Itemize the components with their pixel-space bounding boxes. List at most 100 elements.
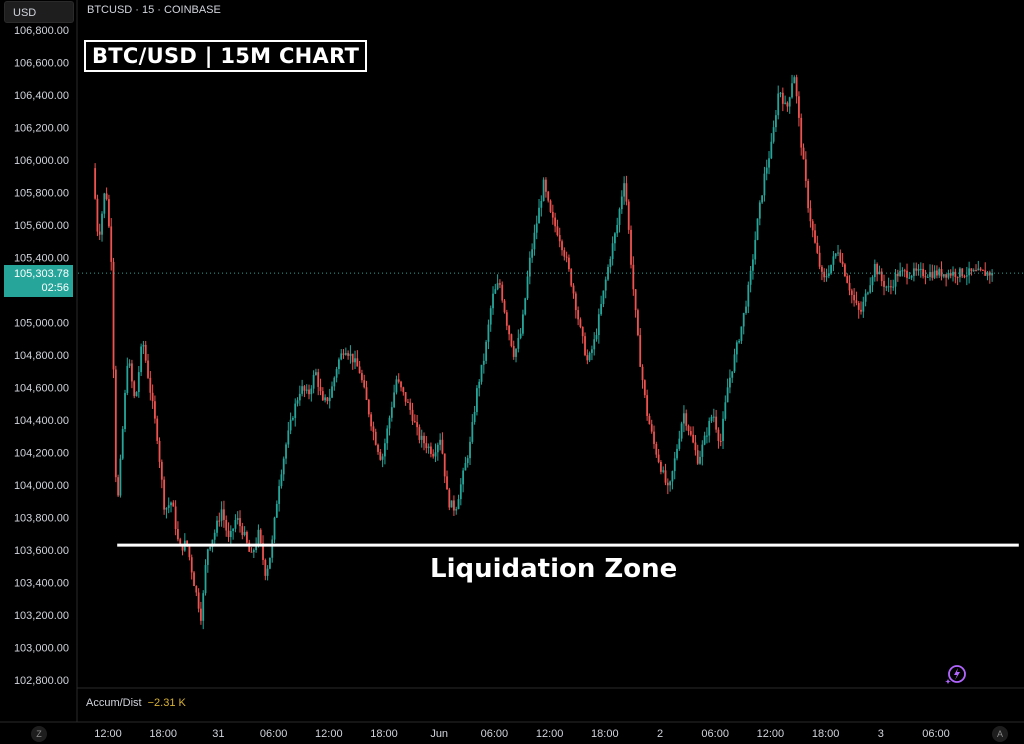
candle: [885, 285, 888, 292]
candle: [938, 267, 941, 278]
candle: [761, 195, 764, 204]
candle: [453, 495, 455, 516]
candle: [285, 442, 287, 465]
candle: [975, 264, 977, 272]
candle: [620, 190, 623, 214]
candle: [512, 340, 515, 360]
candle: [627, 199, 630, 234]
candle: [142, 340, 145, 354]
candle: [441, 432, 444, 455]
lightning-icon[interactable]: [944, 662, 968, 686]
candle: [609, 256, 612, 273]
candle: [480, 364, 483, 385]
candle: [296, 397, 299, 407]
candle: [770, 133, 773, 160]
candle: [963, 274, 966, 279]
candle: [494, 283, 497, 295]
candle: [252, 548, 255, 558]
candle: [347, 350, 350, 360]
candle: [623, 176, 626, 205]
candle: [98, 223, 101, 240]
candle: [653, 425, 655, 449]
candle: [784, 95, 787, 105]
x-tick-label: 06:00: [701, 728, 729, 740]
candle: [264, 558, 267, 581]
candle: [144, 340, 147, 363]
candle: [485, 339, 488, 364]
candle: [726, 378, 729, 403]
candle: [959, 267, 961, 283]
candle: [133, 380, 136, 399]
candle: [303, 385, 306, 398]
candle: [508, 324, 511, 341]
x-tick-label: 31: [212, 728, 224, 740]
candle: [618, 207, 621, 233]
candle: [706, 427, 708, 444]
candle: [418, 424, 421, 444]
candle: [236, 511, 239, 525]
candle: [163, 476, 166, 515]
candle: [439, 433, 442, 451]
candle: [547, 190, 550, 203]
price-axis: 106,800.00 106,600.00 106,400.00 106,200.00…: [14, 25, 69, 687]
candle: [409, 398, 412, 415]
auto-scale-button[interactable]: A: [992, 726, 1008, 742]
candle: [243, 526, 246, 537]
candle: [200, 601, 202, 625]
candle: [326, 396, 329, 405]
symbol-info: BTCUSD · 15 · COINBASE: [87, 4, 221, 16]
candle: [312, 370, 315, 394]
candle: [933, 265, 936, 279]
candle: [676, 444, 678, 461]
zoom-reset-button[interactable]: Z: [31, 726, 47, 742]
candle: [687, 424, 690, 436]
candle: [227, 522, 230, 542]
candle: [349, 345, 352, 364]
candle: [853, 288, 856, 307]
candle: [581, 326, 584, 344]
candle: [678, 430, 681, 451]
candle: [434, 443, 437, 463]
candle: [430, 442, 432, 458]
candle: [630, 225, 632, 269]
candle: [436, 442, 439, 461]
y-tick-label: 106,800.00: [14, 25, 69, 37]
x-tick-label: Jun: [430, 728, 448, 740]
candle: [756, 218, 759, 241]
candle: [901, 267, 904, 277]
candle: [209, 546, 212, 552]
currency-selector[interactable]: USD: [4, 1, 74, 23]
candle: [411, 402, 414, 425]
candle: [977, 260, 980, 271]
candle: [593, 332, 596, 356]
candle: [310, 385, 313, 402]
candle: [696, 444, 699, 465]
indicator-legend[interactable]: Accum/Dist −2.31 K: [86, 697, 186, 709]
candle: [308, 384, 310, 400]
chart-header: USD BTCUSD · 15 · COINBASE: [0, 0, 1024, 23]
candle: [708, 417, 711, 443]
candle: [692, 426, 695, 444]
candle: [979, 266, 982, 272]
candle: [561, 239, 563, 256]
candle: [717, 427, 720, 449]
candle: [117, 474, 120, 498]
candle: [915, 262, 918, 276]
candle: [119, 454, 122, 498]
x-tick-label: 12:00: [757, 728, 785, 740]
x-tick-label: 12:00: [315, 728, 343, 740]
candle: [662, 466, 665, 474]
candle: [269, 557, 271, 570]
candle: [968, 261, 971, 284]
candle: [128, 359, 131, 368]
y-tick-label: 106,400.00: [14, 90, 69, 102]
candle: [910, 274, 913, 281]
candle: [218, 512, 221, 527]
candle: [883, 274, 885, 296]
candle: [802, 143, 805, 160]
candle: [510, 333, 513, 348]
x-tick-label: 18:00: [812, 728, 840, 740]
x-tick-label: 06:00: [922, 728, 950, 740]
candle: [181, 545, 184, 556]
